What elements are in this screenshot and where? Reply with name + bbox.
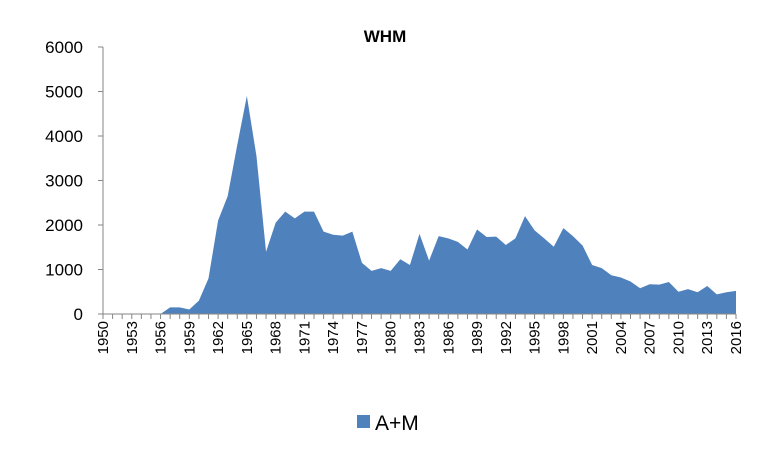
legend: A+M [357, 412, 419, 435]
x-tick-label: 1971 [296, 321, 313, 354]
x-tick-label: 2016 [728, 321, 745, 354]
x-tick-label: 1953 [124, 321, 141, 354]
x-tick-label: 1983 [412, 321, 429, 354]
legend-swatch [357, 415, 370, 428]
x-tick-label: 2007 [642, 321, 659, 354]
legend-label: A+M [375, 412, 419, 435]
x-tick-label: 1992 [498, 321, 515, 354]
y-tick-label: 5000 [45, 83, 83, 102]
chart-title: WHM [364, 27, 406, 46]
x-tick-label: 1998 [555, 321, 572, 354]
y-tick-label: 3000 [45, 172, 83, 191]
y-tick-label: 2000 [45, 216, 83, 235]
x-tick-label: 2013 [699, 321, 716, 354]
y-tick-label: 1000 [45, 261, 83, 280]
series-area-0 [103, 95, 736, 314]
y-tick-label: 6000 [45, 38, 83, 57]
x-tick-label: 1986 [440, 321, 457, 354]
x-tick-label: 1959 [181, 321, 198, 354]
y-tick-label: 0 [74, 305, 83, 324]
x-tick-label: 1989 [469, 321, 486, 354]
x-tick-label: 1980 [383, 321, 400, 354]
x-tick-label: 2010 [670, 321, 687, 354]
x-tick-label: 1956 [153, 321, 170, 354]
y-tick-label: 4000 [45, 127, 83, 146]
x-tick-label: 1950 [95, 321, 112, 354]
x-tick-label: 2004 [613, 321, 630, 354]
x-tick-label: 1977 [354, 321, 371, 354]
x-tick-label: 1962 [210, 321, 227, 354]
x-tick-label: 1995 [527, 321, 544, 354]
x-tick-label: 1968 [268, 321, 285, 354]
x-tick-label: 1965 [239, 321, 256, 354]
x-tick-label: 2001 [584, 321, 601, 354]
x-tick-label: 1974 [325, 321, 342, 354]
